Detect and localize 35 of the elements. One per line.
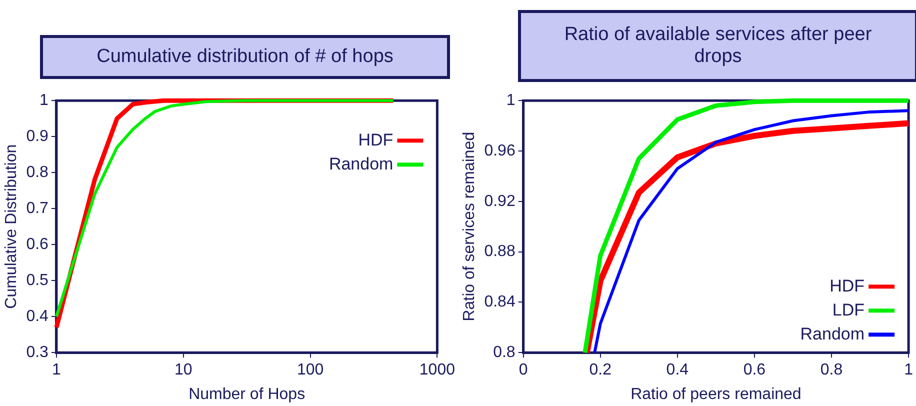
chart-title: Cumulative distribution of # of hops	[40, 35, 450, 79]
y-tick-label: 0.88	[484, 243, 516, 260]
legend-label: Random	[328, 154, 394, 174]
y-tick-label: 0.3	[26, 344, 49, 362]
x-tick-label: 1	[904, 362, 914, 379]
x-axis-title: Number of Hops	[188, 386, 306, 403]
x-tick-label: 1000	[419, 362, 456, 379]
y-tick-label: 0.8	[26, 164, 49, 182]
y-axis-title: Ratio of services remained	[461, 132, 478, 322]
y-tick-label: 0.6	[26, 236, 49, 254]
x-tick-label: 1	[52, 362, 61, 379]
x-tick-label: 100	[296, 362, 324, 379]
y-tick-label: 1	[506, 92, 516, 110]
x-axis-title: Ratio of peers remained	[630, 386, 802, 403]
x-tick-label: 0	[518, 362, 528, 379]
x-tick-label: 0.8	[820, 362, 843, 379]
y-tick-label: 0.5	[26, 272, 49, 290]
y-tick-label: 0.8	[493, 344, 516, 362]
y-tick-label: 0.9	[26, 128, 49, 146]
x-tick-label: 0.6	[743, 362, 766, 379]
y-tick-label: 0.4	[26, 308, 49, 326]
legend-label: HDF	[358, 130, 394, 150]
legend-label: Random	[800, 324, 865, 344]
legend-label: LDF	[832, 300, 865, 320]
y-tick-label: 0.92	[484, 192, 516, 210]
y-tick-label: 0.84	[484, 294, 516, 311]
x-tick-label: 0.4	[666, 362, 689, 379]
x-tick-label: 0.2	[589, 362, 612, 379]
y-tick-label: 1	[40, 92, 49, 110]
y-tick-label: 0.96	[484, 142, 516, 160]
chart-title: Ratio of available services after peer drops	[518, 10, 916, 82]
x-tick-label: 10	[174, 362, 192, 379]
legend-label: HDF	[830, 276, 865, 296]
y-axis-title: Cumulative Distribution	[3, 144, 20, 309]
y-tick-label: 0.7	[26, 200, 49, 218]
